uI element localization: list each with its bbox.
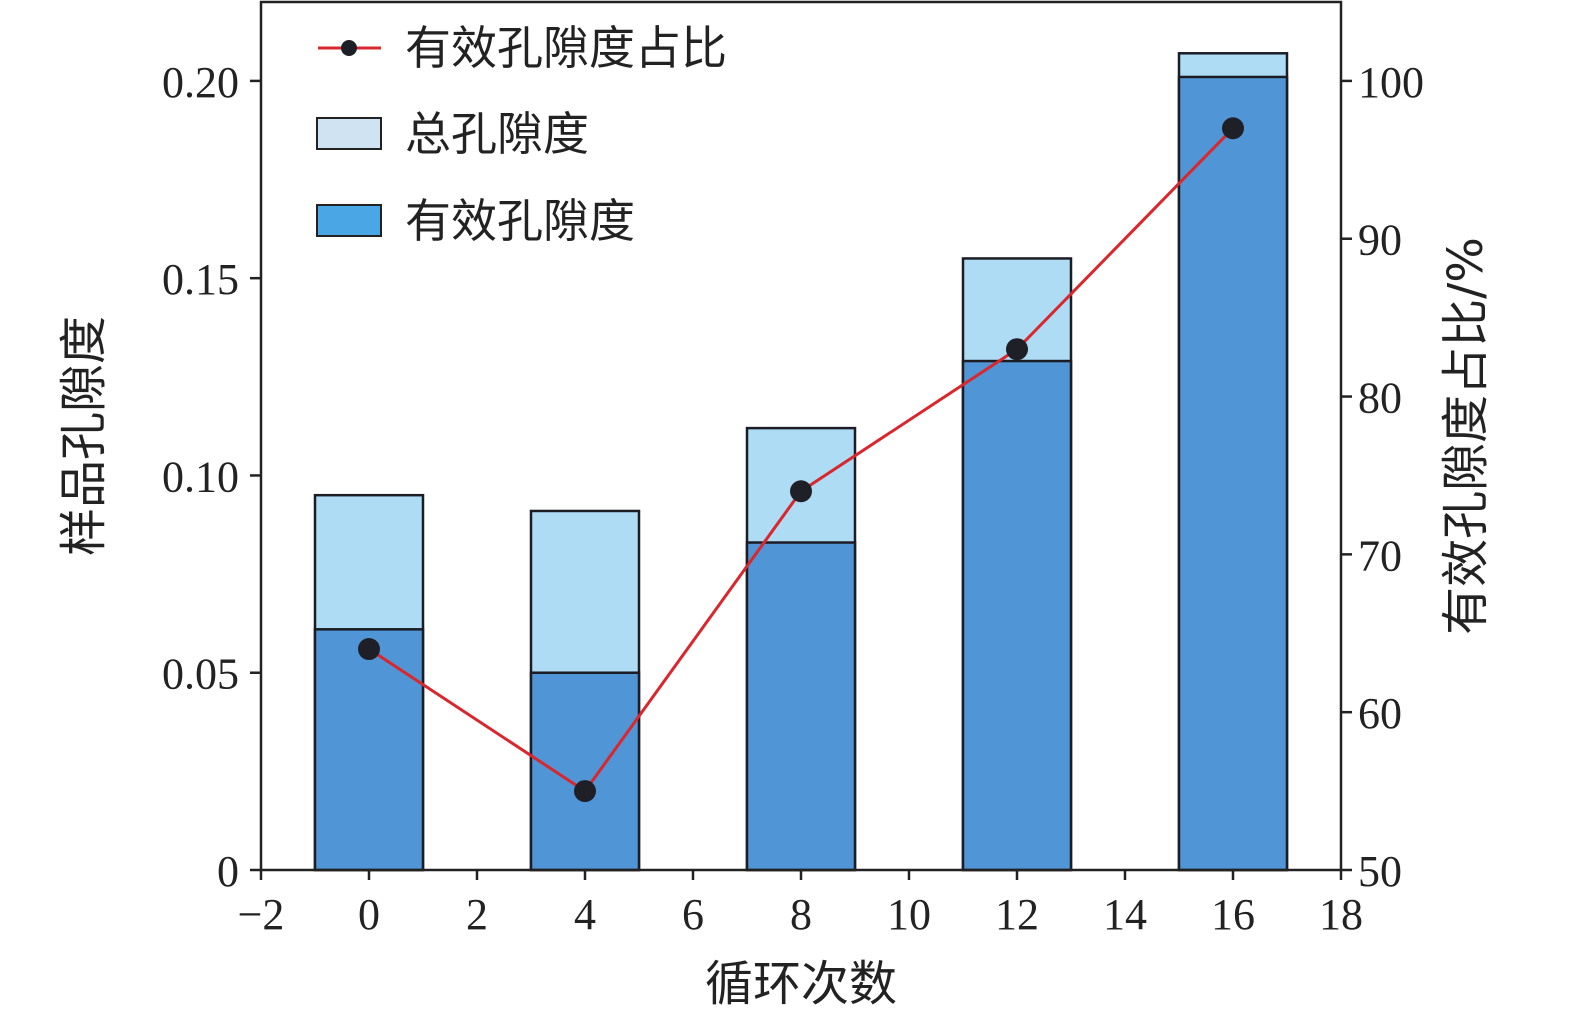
ticks-layer [250,79,1352,880]
y2-tick-label: 50 [1358,847,1402,896]
y-tick-label: 0.05 [162,650,239,699]
point-ratio-8 [790,480,812,503]
legend-label-effective: 有效孔隙度 [405,194,635,248]
x-tick-label: 8 [790,890,812,939]
point-ratio-16 [1222,117,1244,140]
y2-tick-label: 70 [1358,531,1402,580]
y2-tick-label: 100 [1358,58,1424,107]
legend: 有效孔隙度占比 总孔隙度 有效孔隙度 [316,21,727,248]
x-tick-label: 0 [358,890,380,939]
legend-swatch-effective [316,204,382,237]
y-tick-label: 0 [217,847,239,896]
point-ratio-0 [358,638,380,661]
x-tick-label: 12 [995,890,1039,939]
y2-tick-label: 90 [1358,216,1402,265]
x-tick-label: 6 [682,890,704,939]
x-tick-label: 2 [466,890,488,939]
y-tick-label: 0.10 [162,452,239,501]
legend-swatch-total [316,117,382,150]
x-tick-label: 10 [887,890,931,939]
x-tick-label: 16 [1211,890,1255,939]
y2-tick-label: 60 [1358,689,1402,738]
x-tick-label: 18 [1319,890,1363,939]
x-axis-title: 循环次数 [705,956,897,1012]
y2-tick-label: 80 [1358,374,1402,423]
bar-effective-16 [1177,75,1289,872]
y-axis-title: 样品孔隙度 [56,316,112,556]
bars-layer [313,52,1289,872]
bar-effective-12 [961,359,1073,872]
y-tick-label: 0.20 [162,58,239,107]
legend-marker-swatch [341,40,357,56]
bar-effective-0 [313,628,425,872]
line-layer [358,117,1244,803]
labels-layer: −2 0 2 4 6 8 10 12 14 16 1800.050.100.150.20506070… [162,58,1424,939]
point-ratio-12 [1006,338,1028,361]
legend-label-ratio: 有效孔隙度占比 [405,21,727,75]
legend-label-total: 总孔隙度 [405,107,589,161]
x-tick-label: 14 [1103,890,1147,939]
bar-effective-4 [529,671,641,872]
x-tick-label: −2 [238,890,285,939]
bar-effective-8 [745,541,857,872]
y2-axis-title: 有效孔隙度占比/% [1438,237,1494,635]
y-tick-label: 0.15 [162,255,239,304]
x-tick-label: 4 [574,890,596,939]
point-ratio-4 [574,780,596,803]
